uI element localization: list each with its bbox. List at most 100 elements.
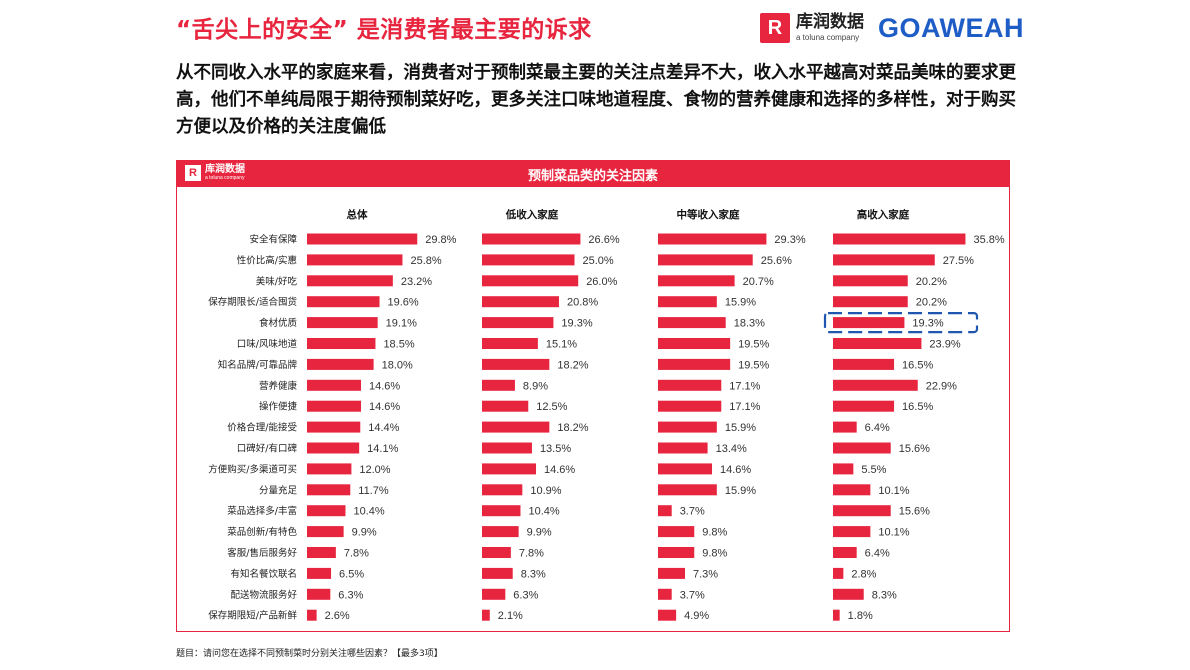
bar bbox=[833, 609, 840, 621]
data-label: 20.2% bbox=[916, 276, 947, 288]
panel-logo-icon: R bbox=[185, 165, 201, 181]
bar bbox=[307, 442, 360, 454]
data-label: 29.8% bbox=[425, 234, 456, 246]
bar bbox=[307, 609, 317, 621]
bar bbox=[658, 588, 672, 600]
bar bbox=[658, 254, 753, 266]
category-label: 有知名餐饮联名 bbox=[230, 568, 297, 580]
data-label: 18.2% bbox=[557, 422, 588, 434]
bar bbox=[658, 484, 717, 496]
panel-header: R 库润数据 a toluna company 预制菜品类的关注因素 bbox=[177, 161, 1009, 187]
series-header: 中等收入家庭 bbox=[677, 208, 740, 221]
data-label: 25.8% bbox=[410, 255, 441, 267]
data-label: 11.7% bbox=[358, 485, 389, 497]
data-label: 29.3% bbox=[774, 234, 805, 246]
data-label: 16.5% bbox=[902, 359, 933, 371]
data-label: 13.5% bbox=[540, 443, 571, 455]
bar bbox=[482, 254, 575, 266]
panel-logo-en: a toluna company bbox=[205, 175, 245, 181]
category-label: 分量充足 bbox=[259, 484, 298, 496]
bar bbox=[307, 421, 361, 433]
bar bbox=[482, 484, 523, 496]
data-label: 2.8% bbox=[851, 568, 876, 580]
category-label: 知名品牌/可靠品牌 bbox=[218, 359, 298, 371]
data-label: 14.1% bbox=[367, 443, 398, 455]
data-label: 26.0% bbox=[586, 276, 617, 288]
bar bbox=[307, 588, 331, 600]
chart-title: 预制菜品类的关注因素 bbox=[527, 169, 658, 184]
category-label: 操作便捷 bbox=[259, 401, 298, 413]
bar bbox=[833, 421, 857, 433]
data-label: 8.9% bbox=[523, 380, 548, 392]
bar bbox=[833, 463, 854, 475]
bar bbox=[658, 400, 722, 412]
panel-logo-text: 库润数据 a toluna company bbox=[205, 165, 245, 181]
data-label: 2.1% bbox=[498, 610, 523, 622]
category-label: 保存期限短/产品新鲜 bbox=[208, 610, 297, 622]
bar bbox=[482, 338, 538, 349]
question-footnote: 题目：请问您在选择不同预制菜时分别关注哪些因素？【最多3项】 bbox=[176, 649, 443, 659]
data-label: 35.8% bbox=[973, 234, 1004, 246]
data-label: 17.1% bbox=[729, 380, 760, 392]
bar bbox=[658, 609, 677, 621]
bar bbox=[307, 484, 351, 496]
data-label: 25.0% bbox=[583, 255, 614, 267]
bar bbox=[307, 358, 374, 370]
bar bbox=[658, 547, 695, 558]
category-label: 客服/售后服务好 bbox=[227, 547, 297, 559]
bar bbox=[833, 379, 918, 391]
bar bbox=[833, 233, 966, 245]
data-label: 15.9% bbox=[725, 485, 756, 497]
highlight-box bbox=[823, 312, 979, 334]
data-label: 4.9% bbox=[684, 610, 709, 622]
data-label: 27.5% bbox=[943, 255, 974, 267]
data-label: 6.3% bbox=[338, 589, 363, 601]
bar bbox=[482, 567, 513, 579]
bar bbox=[833, 588, 864, 600]
data-label: 10.1% bbox=[878, 527, 909, 539]
bar bbox=[833, 338, 922, 349]
category-label: 口碑好/有口碑 bbox=[237, 443, 298, 455]
bar bbox=[482, 400, 529, 412]
bar bbox=[482, 588, 506, 600]
category-label: 保存期限长/适合囤货 bbox=[208, 296, 297, 308]
bar bbox=[307, 547, 336, 558]
data-label: 12.0% bbox=[359, 464, 390, 476]
category-label: 美味/好吃 bbox=[256, 275, 298, 287]
data-label: 20.8% bbox=[567, 297, 598, 309]
data-label: 25.6% bbox=[761, 255, 792, 267]
panel-logo: R 库润数据 a toluna company bbox=[185, 165, 245, 181]
data-label: 7.3% bbox=[693, 568, 718, 580]
data-label: 19.1% bbox=[386, 318, 417, 330]
bar bbox=[658, 505, 672, 517]
data-label: 26.6% bbox=[588, 234, 619, 246]
bar bbox=[833, 254, 935, 266]
data-label: 6.4% bbox=[865, 422, 890, 434]
data-label: 14.6% bbox=[544, 464, 575, 476]
bar bbox=[307, 254, 403, 266]
data-label: 18.3% bbox=[734, 318, 765, 330]
bar bbox=[307, 526, 344, 538]
bar bbox=[658, 233, 767, 245]
data-label: 7.8% bbox=[519, 548, 544, 560]
bar bbox=[658, 567, 686, 579]
bar bbox=[307, 317, 378, 329]
page-headline: “舌尖上的安全” 是消费者最主要的诉求 bbox=[176, 17, 592, 43]
category-label: 安全有保障 bbox=[249, 234, 297, 246]
kurun-logo-en: a toluna company bbox=[796, 33, 860, 42]
data-label: 3.7% bbox=[680, 506, 705, 518]
bar bbox=[482, 296, 559, 308]
bar bbox=[307, 463, 352, 475]
data-label: 14.6% bbox=[720, 464, 751, 476]
bar bbox=[482, 358, 550, 370]
bar bbox=[482, 379, 515, 391]
data-label: 10.9% bbox=[530, 485, 561, 497]
data-label: 15.6% bbox=[899, 443, 930, 455]
data-label: 13.4% bbox=[716, 443, 747, 455]
data-label: 20.7% bbox=[743, 276, 774, 288]
logo-group: R 库润数据 a toluna company GOAWEAH bbox=[760, 10, 1024, 46]
chart-panel: R 库润数据 a toluna company 预制菜品类的关注因素 安全有保障… bbox=[176, 160, 1010, 632]
data-label: 19.5% bbox=[738, 359, 769, 371]
bar bbox=[658, 379, 722, 391]
bar bbox=[658, 338, 731, 349]
